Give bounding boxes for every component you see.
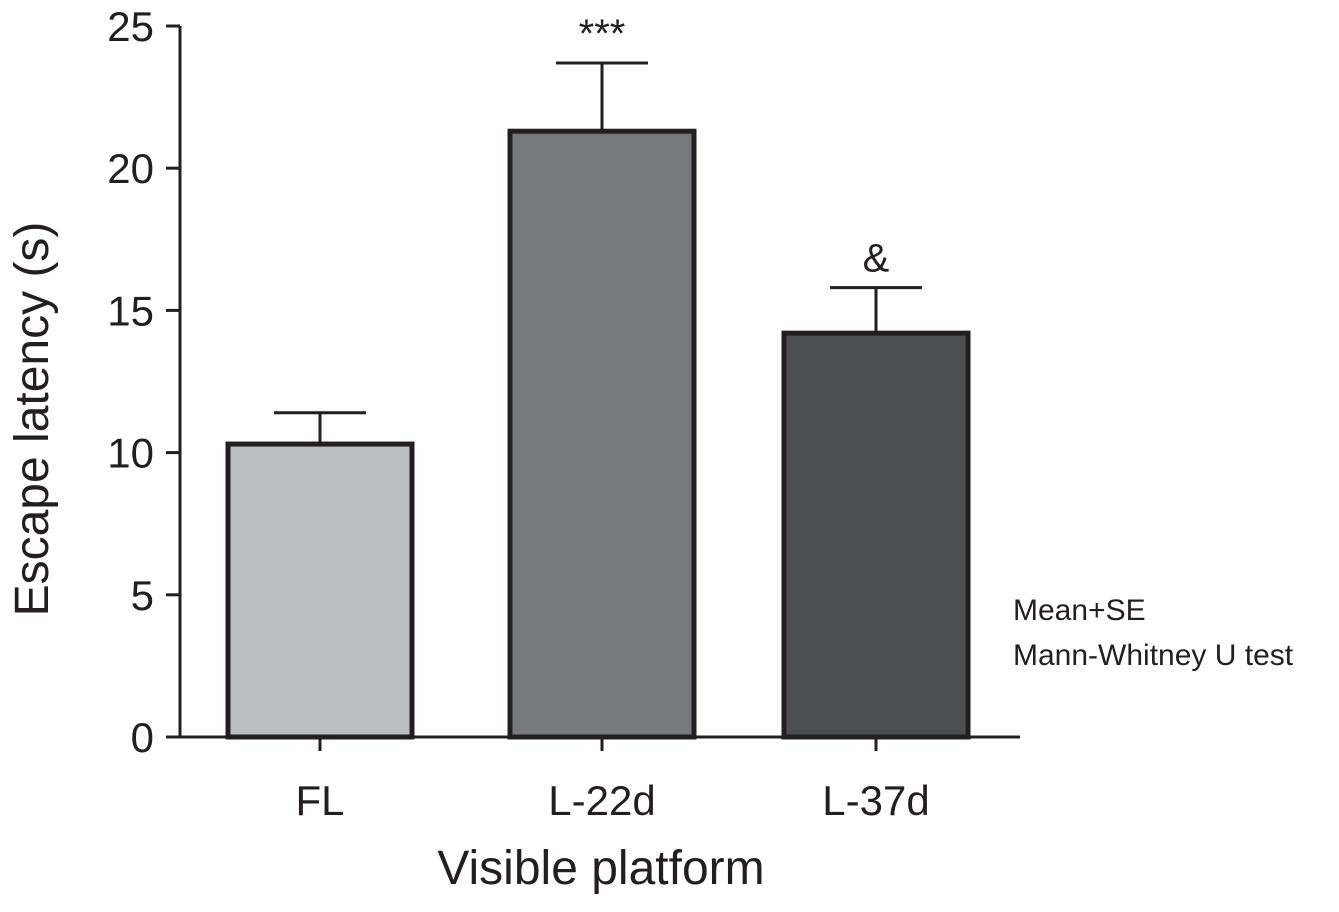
error-bars-layer	[274, 61, 922, 445]
note-mean-se: Mean+SE	[1013, 594, 1146, 627]
y-tick-label-0: 0	[131, 714, 154, 761]
x-tick-label-l-22d: L-22d	[548, 777, 655, 824]
bars-layer	[225, 128, 971, 740]
labels-layer: FL *** L-22d & L-37d 0 5 10 15 20 25	[107, 3, 929, 824]
significance-marker-l-22d: ***	[579, 12, 626, 56]
bar-l-37d	[781, 330, 971, 740]
note-test: Mann-Whitney U test	[1013, 639, 1294, 672]
y-tick-label-25: 25	[107, 3, 154, 50]
x-tick-label-fl: FL	[295, 777, 344, 824]
y-tick-label-5: 5	[131, 572, 154, 619]
y-tick-label-15: 15	[107, 287, 154, 334]
y-axis-title: Escape latency (s)	[6, 222, 59, 617]
x-tick-label-l-37d: L-37d	[822, 777, 929, 824]
y-tick-label-20: 20	[107, 145, 154, 192]
x-axis-title: Visible platform	[437, 842, 764, 895]
bar-l-22d	[507, 128, 697, 740]
significance-marker-l-37d: &	[863, 237, 890, 281]
axes-layer	[166, 24, 1020, 751]
y-tick-label-10: 10	[107, 430, 154, 477]
bar-fl	[225, 441, 415, 740]
